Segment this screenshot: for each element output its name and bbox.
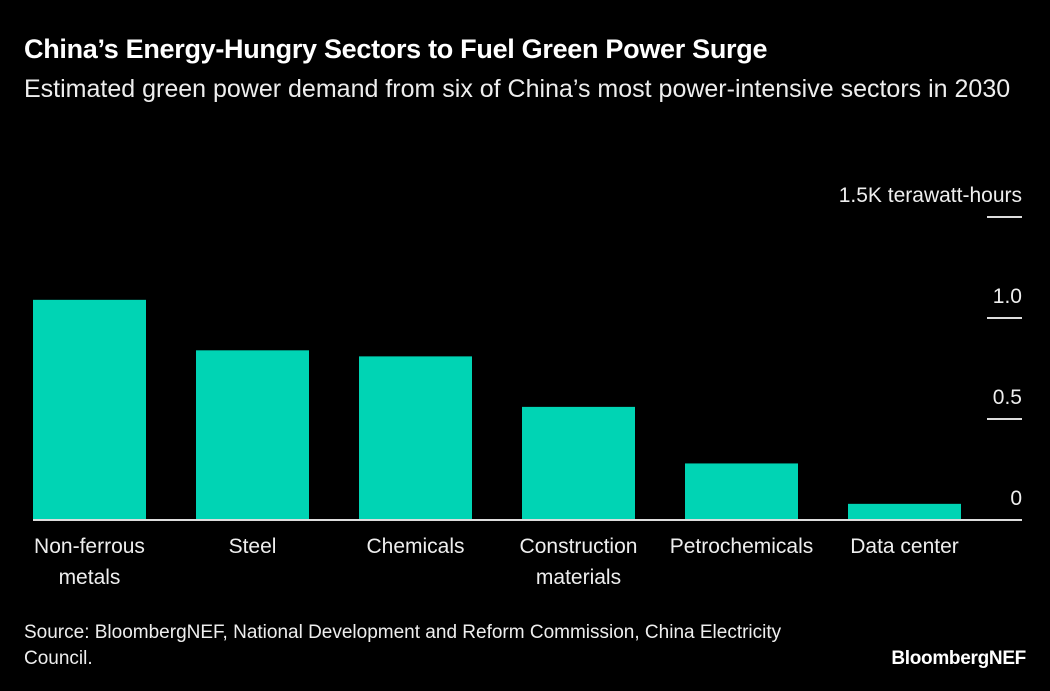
y-tick-label: 0 bbox=[1010, 487, 1022, 510]
bar-3 bbox=[522, 406, 635, 520]
x-tick-label: Data center bbox=[850, 535, 959, 558]
x-tick-label: Petrochemicals bbox=[670, 535, 814, 558]
bar-5 bbox=[848, 503, 961, 520]
bar-1 bbox=[196, 350, 309, 520]
bloombergnef-logo: BloombergNEF bbox=[891, 648, 1026, 669]
source-note: Source: BloombergNEF, National Developme… bbox=[24, 622, 782, 669]
bar-0 bbox=[33, 299, 146, 520]
x-tick-label: metals bbox=[59, 566, 121, 589]
chart-title: China’s Energy-Hungry Sectors to Fuel Gr… bbox=[24, 34, 768, 64]
y-tick-label: 1.0 bbox=[993, 285, 1022, 308]
x-tick-label: Construction bbox=[520, 535, 638, 558]
bar-4 bbox=[685, 463, 798, 520]
y-tick-label: 0.5 bbox=[993, 386, 1022, 409]
x-tick-label: Chemicals bbox=[366, 535, 464, 558]
x-tick-label: Steel bbox=[229, 535, 277, 558]
bar-2 bbox=[359, 356, 472, 520]
y-tick-label: 1.5K terawatt-hours bbox=[839, 184, 1022, 207]
chart-subtitle: Estimated green power demand from six of… bbox=[24, 75, 1011, 103]
x-tick-label: Non-ferrous bbox=[34, 535, 145, 558]
x-tick-label: materials bbox=[536, 566, 621, 589]
